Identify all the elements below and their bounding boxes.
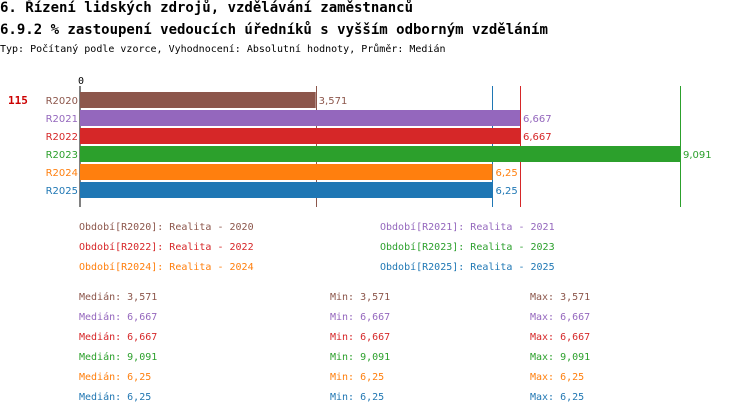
stat-min-r2024: Min: 6,25 — [330, 372, 385, 383]
value-label-r2022: 6,667 — [523, 132, 552, 143]
stat-min-r2025: Min: 6,25 — [330, 392, 385, 403]
bar-r2025 — [80, 182, 493, 198]
bar-r2020 — [80, 92, 316, 108]
value-label-r2023: 9,091 — [683, 150, 712, 161]
page-title: 6. Řízení lidských zdrojů, vzdělávání za… — [0, 0, 414, 16]
legend-item-r2022: Období[R2022]: Realita - 2022 — [79, 242, 254, 253]
stat-max-r2020: Max: 3,571 — [530, 292, 591, 303]
value-label-r2024: 6,25 — [495, 168, 517, 179]
legend-item-r2025: Období[R2025]: Realita - 2025 — [380, 262, 555, 273]
stat-min-r2023: Min: 9,091 — [330, 352, 391, 363]
category-label-r2023: R2023 — [46, 150, 78, 161]
stat-min-r2022: Min: 6,667 — [330, 332, 391, 343]
bar-r2023 — [80, 146, 680, 162]
value-label-r2021: 6,667 — [523, 114, 552, 125]
category-label-r2025: R2025 — [46, 186, 78, 197]
stat-median-r2021: Medián: 6,667 — [79, 312, 158, 323]
stat-min-r2020: Min: 3,571 — [330, 292, 391, 303]
legend-item-r2020: Období[R2020]: Realita - 2020 — [79, 222, 254, 233]
stat-median-r2023: Medián: 9,091 — [79, 352, 158, 363]
stat-max-r2022: Max: 6,667 — [530, 332, 591, 343]
stat-max-r2024: Max: 6,25 — [530, 372, 585, 383]
stat-median-r2025: Medián: 6,25 — [79, 392, 152, 403]
stat-min-r2021: Min: 6,667 — [330, 312, 391, 323]
axis-zero-label: 0 — [78, 76, 84, 87]
indicator-meta: Typ: Počítaný podle vzorce, Vyhodnocení:… — [0, 44, 446, 55]
stat-max-r2023: Max: 9,091 — [530, 352, 591, 363]
stat-max-r2025: Max: 6,25 — [530, 392, 585, 403]
legend-item-r2021: Období[R2021]: Realita - 2021 — [380, 222, 555, 233]
value-label-r2025: 6,25 — [495, 186, 517, 197]
bar-chart: 0 115 R2020 3,571 R2021 6,667 R2022 6,667 R2023 9… — [8, 76, 712, 207]
bar-r2021 — [80, 110, 521, 126]
bar-r2022 — [80, 128, 521, 144]
category-label-r2021: R2021 — [46, 114, 78, 125]
category-label-r2020: R2020 — [46, 96, 78, 107]
stat-median-r2024: Medián: 6,25 — [79, 372, 152, 383]
category-label-r2022: R2022 — [46, 132, 78, 143]
row-label: 115 — [8, 94, 28, 107]
stat-max-r2021: Max: 6,667 — [530, 312, 591, 323]
bar-r2024 — [80, 164, 493, 180]
indicator-title: 6.9.2 % zastoupení vedoucích úředníků s … — [0, 22, 548, 38]
stat-median-r2022: Medián: 6,667 — [79, 332, 158, 343]
legend-item-r2024: Období[R2024]: Realita - 2024 — [79, 262, 254, 273]
value-label-r2020: 3,571 — [319, 96, 348, 107]
stat-median-r2020: Medián: 3,571 — [79, 292, 158, 303]
category-label-r2024: R2024 — [46, 168, 78, 179]
legend-item-r2023: Období[R2023]: Realita - 2023 — [380, 242, 555, 253]
